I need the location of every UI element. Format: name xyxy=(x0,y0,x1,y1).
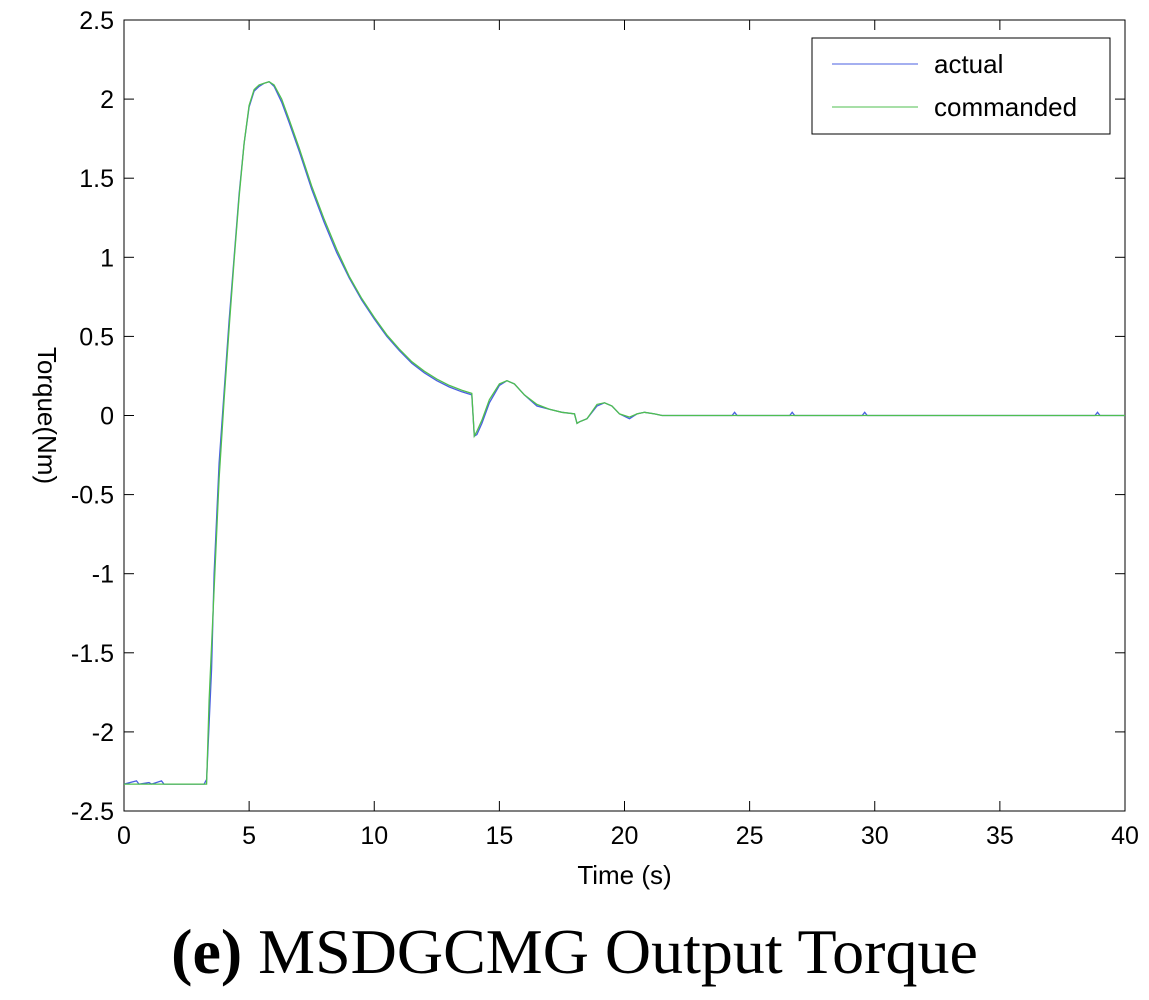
chart-svg: 0 5 10 15 20 25 30 35 40 -2.5 -2 -1.5 -1 -0.5 0 0.5 1 1.5… xyxy=(32,7,1139,890)
x-tick-label: 40 xyxy=(1111,822,1139,850)
y-tick-label: -2.5 xyxy=(71,798,114,826)
caption-text: MSDGCMG Output Torque xyxy=(258,916,978,987)
x-tick-label: 25 xyxy=(736,822,764,850)
x-tick-label: 20 xyxy=(611,822,639,850)
y-tick-label: -0.5 xyxy=(71,482,114,510)
y-tick-label: -1.5 xyxy=(71,640,114,668)
legend: actual commanded xyxy=(811,37,1111,135)
x-tick-label: 30 xyxy=(861,822,889,850)
x-tick-label: 5 xyxy=(242,822,256,850)
y-tick-label: -1 xyxy=(92,561,114,589)
x-tick-label: 15 xyxy=(485,822,513,850)
y-tick-label: 1.5 xyxy=(79,165,114,193)
y-tick-label: 1 xyxy=(100,244,114,272)
y-axis-label: Torque(Nm) xyxy=(32,347,62,484)
x-tick-label: 10 xyxy=(360,822,388,850)
series-line-commanded xyxy=(124,80,1125,785)
legend-entry-commanded: commanded xyxy=(934,92,1077,122)
y-tick-label: 2.5 xyxy=(79,7,114,35)
y-tick-label: -2 xyxy=(92,719,114,747)
y-tick-label: 0.5 xyxy=(79,323,114,351)
x-axis-label: Time (s) xyxy=(577,860,671,890)
y-tick-label: 0 xyxy=(100,403,114,431)
series-layer xyxy=(123,80,1125,785)
axis-ticks: 0 5 10 15 20 25 30 35 40 -2.5 -2 -1.5 -1 -0.5 0 0.5 1 1.5… xyxy=(71,7,1139,850)
figure-caption: (e) MSDGCMG Output Torque xyxy=(0,915,1149,989)
x-tick-label: 0 xyxy=(117,822,131,850)
legend-box xyxy=(811,37,1111,135)
y-tick-label: 2 xyxy=(100,86,114,114)
x-tick-label: 35 xyxy=(986,822,1014,850)
caption-tag: (e) xyxy=(171,916,243,987)
legend-entry-actual: actual xyxy=(934,49,1003,79)
